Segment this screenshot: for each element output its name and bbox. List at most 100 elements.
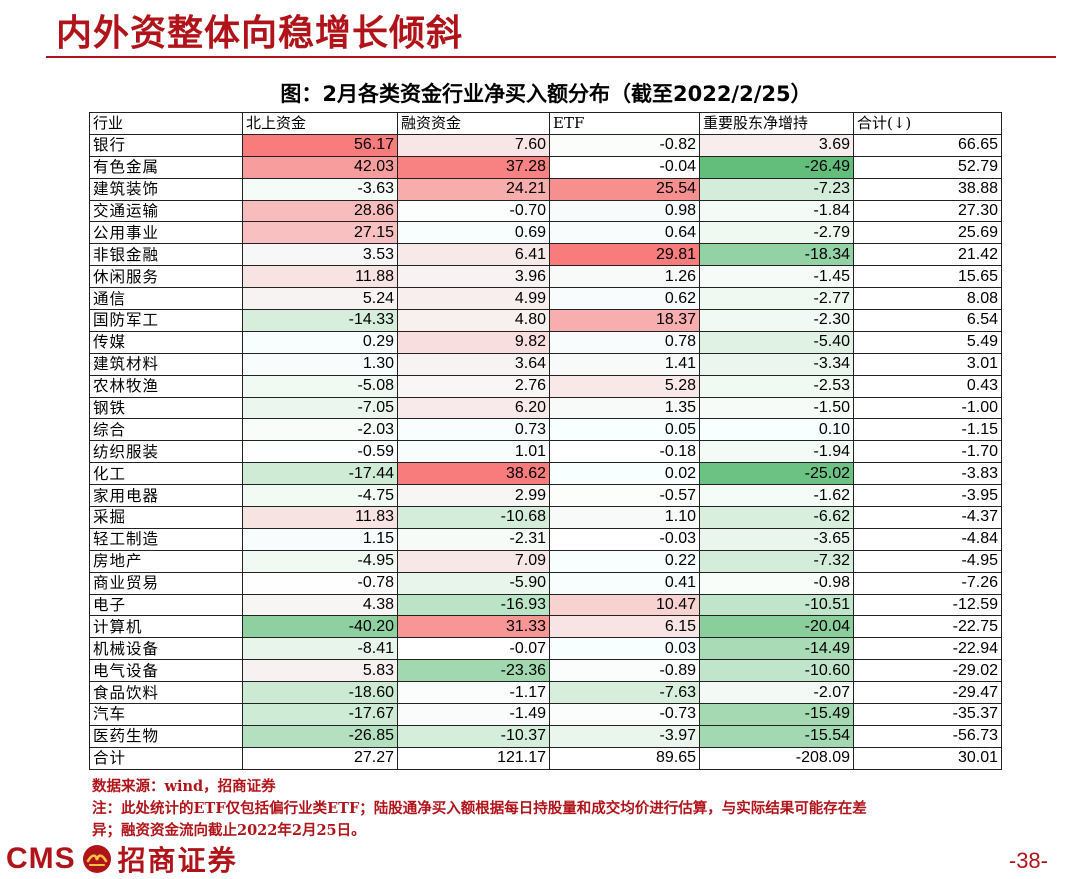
value-cell: 9.82 xyxy=(397,330,550,354)
value-cell: -29.02 xyxy=(853,659,1002,683)
value-cell: -3.83 xyxy=(853,462,1002,486)
value-cell: 2.76 xyxy=(397,374,550,398)
industry-name-cell: 家用电器 xyxy=(89,484,243,508)
industry-name-cell: 交通运输 xyxy=(89,199,243,223)
value-cell: 0.62 xyxy=(549,287,700,311)
column-header: 重要股东净增持 xyxy=(699,112,854,135)
industry-name-cell: 银行 xyxy=(89,133,243,157)
value-cell: -20.04 xyxy=(699,615,854,639)
value-cell: 1.15 xyxy=(242,527,398,551)
value-cell: 3.69 xyxy=(699,133,854,157)
industry-name-cell: 公用事业 xyxy=(89,221,243,245)
value-cell: -0.78 xyxy=(242,571,398,595)
table-row: 电气设备 5.83 -23.36 -0.89 -10.60 -29.02 xyxy=(89,659,1002,683)
value-cell: -2.31 xyxy=(397,527,550,551)
table-row: 计算机 -40.20 31.33 6.15 -20.04 -22.75 xyxy=(89,615,1002,639)
table-row: 房地产 -4.95 7.09 0.22 -7.32 -4.95 xyxy=(89,549,1002,573)
value-cell: 6.20 xyxy=(397,396,550,420)
value-cell: -7.26 xyxy=(853,571,1002,595)
value-cell: 3.64 xyxy=(397,352,550,376)
value-cell: 27.27 xyxy=(242,746,398,770)
footnote-line-2: 异；融资资金流向截止2022年2月25日。 xyxy=(92,822,366,839)
value-cell: -18.60 xyxy=(242,681,398,705)
value-cell: -26.85 xyxy=(242,724,398,748)
value-cell: -6.62 xyxy=(699,506,854,529)
value-cell: -1.62 xyxy=(699,484,854,508)
value-cell: -0.98 xyxy=(699,571,854,595)
value-cell: 42.03 xyxy=(242,155,398,179)
title-divider xyxy=(46,56,1056,58)
value-cell: 5.28 xyxy=(549,374,700,398)
value-cell: 3.01 xyxy=(853,352,1002,376)
value-cell: 52.79 xyxy=(853,155,1002,179)
logo-cms-text: CMS xyxy=(6,842,76,875)
industry-name-cell: 轻工制造 xyxy=(89,527,243,551)
industry-name-cell: 计算机 xyxy=(89,615,243,639)
value-cell: 11.83 xyxy=(242,506,398,529)
industry-name-cell: 农林牧渔 xyxy=(89,374,243,398)
value-cell: -3.34 xyxy=(699,352,854,376)
value-cell: 1.01 xyxy=(397,440,550,464)
value-cell: -35.37 xyxy=(853,703,1002,726)
value-cell: 6.41 xyxy=(397,243,550,267)
table-row: 公用事业 27.15 0.69 0.64 -2.79 25.69 xyxy=(89,221,1002,245)
value-cell: 0.41 xyxy=(549,571,700,595)
value-cell: -23.36 xyxy=(397,659,550,683)
value-cell: -1.45 xyxy=(699,265,854,289)
footnote-line-1: 注：此处统计的ETF仅包括偏行业类ETF；陆股通净买入额根据每日持股量和成交均价… xyxy=(92,800,867,817)
value-cell: 4.38 xyxy=(242,593,398,617)
value-cell: -208.09 xyxy=(699,746,854,770)
value-cell: 8.08 xyxy=(853,287,1002,311)
value-cell: -56.73 xyxy=(853,724,1002,748)
value-cell: -4.37 xyxy=(853,506,1002,529)
value-cell: -0.82 xyxy=(549,133,700,157)
table-row: 机械设备 -8.41 -0.07 0.03 -14.49 -22.94 xyxy=(89,637,1002,661)
value-cell: 6.15 xyxy=(549,615,700,639)
value-cell: -3.97 xyxy=(549,724,700,748)
value-cell: 0.10 xyxy=(699,418,854,442)
table-row: 电子 4.38 -16.93 10.47 -10.51 -12.59 xyxy=(89,593,1002,617)
value-cell: 0.43 xyxy=(853,374,1002,398)
value-cell: -26.49 xyxy=(699,155,854,179)
value-cell: -0.89 xyxy=(549,659,700,683)
value-cell: -10.68 xyxy=(397,506,550,529)
value-cell: 7.60 xyxy=(397,133,550,157)
value-cell: 30.01 xyxy=(853,746,1002,770)
source-note: 数据来源：wind，招商证券 xyxy=(92,778,276,795)
value-cell: -2.03 xyxy=(242,418,398,442)
value-cell: -14.49 xyxy=(699,637,854,661)
value-cell: 66.65 xyxy=(853,133,1002,157)
table-header-row: 行业 北上资金 融资资金 ETF 重要股东净增持 合计(↓) xyxy=(89,112,1002,135)
value-cell: -7.05 xyxy=(242,396,398,420)
value-cell: -0.57 xyxy=(549,484,700,508)
table-row: 采掘 11.83 -10.68 1.10 -6.62 -4.37 xyxy=(89,506,1002,529)
value-cell: -1.50 xyxy=(699,396,854,420)
value-cell: 0.05 xyxy=(549,418,700,442)
table-row: 非银金融 3.53 6.41 29.81 -18.34 21.42 xyxy=(89,243,1002,267)
table-row: 轻工制造 1.15 -2.31 -0.03 -3.65 -4.84 xyxy=(89,527,1002,551)
industry-name-cell: 电子 xyxy=(89,593,243,617)
value-cell: 6.54 xyxy=(853,309,1002,332)
page-title: 内外资整体向稳增长倾斜 xyxy=(56,12,464,54)
value-cell: 4.80 xyxy=(397,309,550,332)
value-cell: 1.41 xyxy=(549,352,700,376)
logo-company-name: 招商证券 xyxy=(117,844,238,877)
value-cell: -12.59 xyxy=(853,593,1002,617)
value-cell: 7.09 xyxy=(397,549,550,573)
value-cell: -3.63 xyxy=(242,177,398,201)
value-cell: -0.59 xyxy=(242,440,398,464)
fund-flow-table: 行业 北上资金 融资资金 ETF 重要股东净增持 合计(↓) 银行 56.17 7.60 -0.… xyxy=(89,112,1002,770)
value-cell: -1.70 xyxy=(853,440,1002,464)
column-header: ETF xyxy=(549,112,700,135)
industry-name-cell: 综合 xyxy=(89,418,243,442)
value-cell: -2.77 xyxy=(699,287,854,311)
value-cell: -3.95 xyxy=(853,484,1002,508)
value-cell: -10.37 xyxy=(397,724,550,748)
table-row: 化工 -17.44 38.62 0.02 -25.02 -3.83 xyxy=(89,462,1002,486)
value-cell: 1.35 xyxy=(549,396,700,420)
industry-name-cell: 医药生物 xyxy=(89,724,243,748)
value-cell: -7.23 xyxy=(699,177,854,201)
value-cell: 3.96 xyxy=(397,265,550,289)
value-cell: -5.08 xyxy=(242,374,398,398)
value-cell: 27.30 xyxy=(853,199,1002,223)
